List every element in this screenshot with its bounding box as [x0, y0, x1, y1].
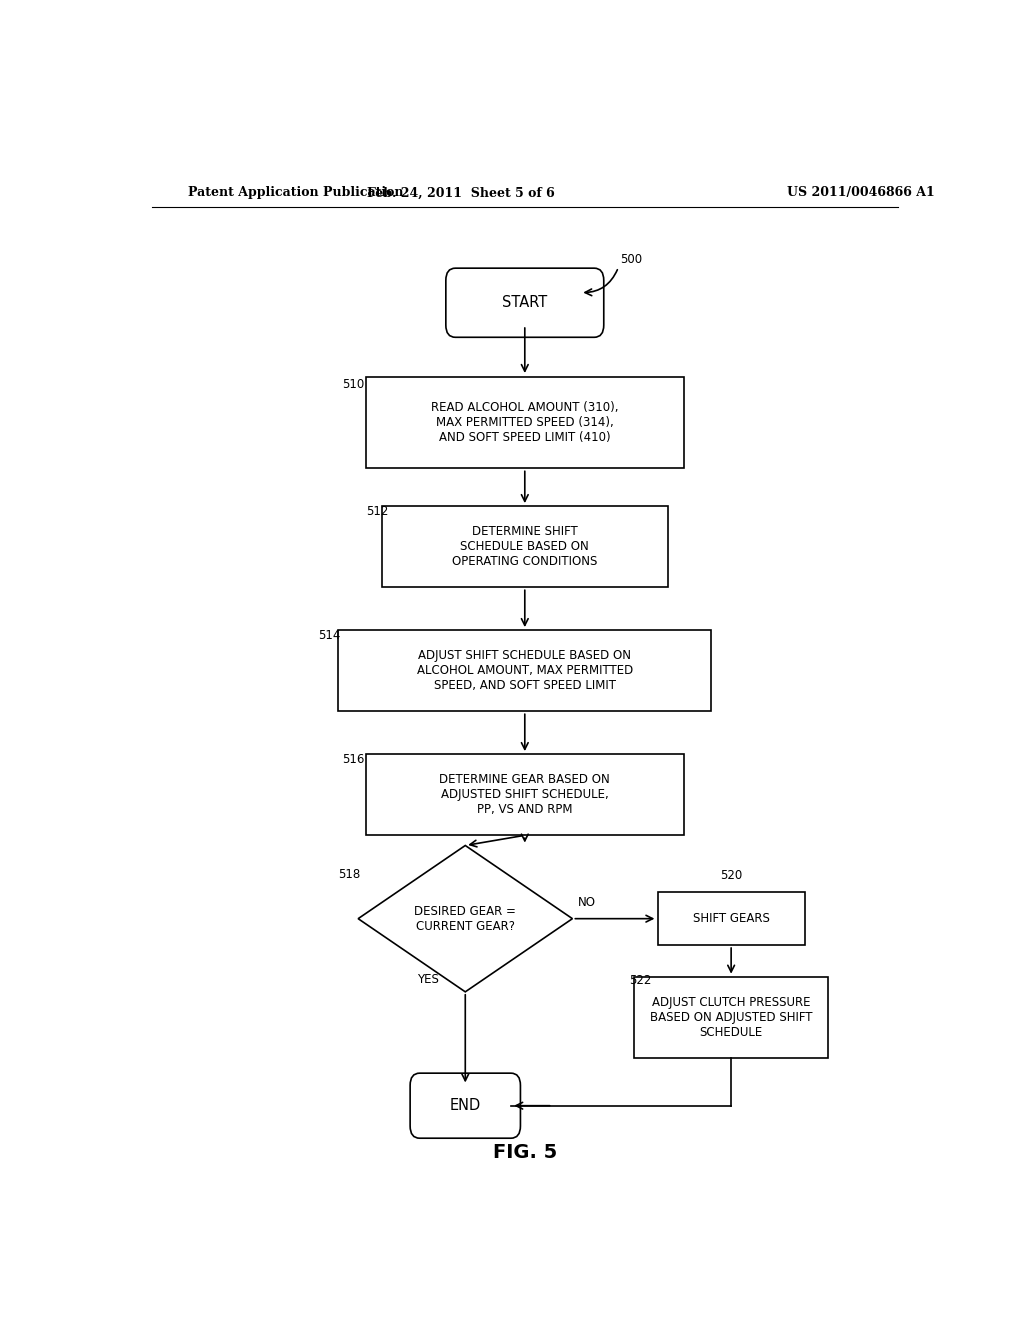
Bar	[367, 378, 684, 469]
Text: 516: 516	[342, 752, 365, 766]
Text: DESIRED GEAR =
CURRENT GEAR?: DESIRED GEAR = CURRENT GEAR?	[415, 904, 516, 933]
Text: Patent Application Publication: Patent Application Publication	[187, 186, 403, 199]
Text: DETERMINE GEAR BASED ON
ADJUSTED SHIFT SCHEDULE,
PP, VS AND RPM: DETERMINE GEAR BASED ON ADJUSTED SHIFT S…	[439, 774, 610, 816]
Text: 522: 522	[630, 974, 652, 987]
Text: 520: 520	[720, 870, 742, 883]
Text: 518: 518	[338, 869, 360, 882]
Bar	[382, 506, 668, 587]
Bar	[657, 892, 805, 945]
Text: SHIFT GEARS: SHIFT GEARS	[692, 912, 770, 925]
Text: NO: NO	[578, 895, 596, 908]
Text: READ ALCOHOL AMOUNT (310),
MAX PERMITTED SPEED (314),
AND SOFT SPEED LIMIT (410): READ ALCOHOL AMOUNT (310), MAX PERMITTED…	[431, 401, 618, 444]
Text: ADJUST SHIFT SCHEDULE BASED ON
ALCOHOL AMOUNT, MAX PERMITTED
SPEED, AND SOFT SPE: ADJUST SHIFT SCHEDULE BASED ON ALCOHOL A…	[417, 649, 633, 692]
Text: US 2011/0046866 A1: US 2011/0046866 A1	[786, 186, 935, 199]
Bar	[634, 977, 828, 1057]
Text: 500: 500	[620, 253, 642, 267]
Polygon shape	[358, 846, 572, 991]
FancyBboxPatch shape	[411, 1073, 520, 1138]
Text: 512: 512	[367, 504, 388, 517]
Text: FIG. 5: FIG. 5	[493, 1143, 557, 1162]
Text: 514: 514	[318, 628, 341, 642]
Text: Feb. 24, 2011  Sheet 5 of 6: Feb. 24, 2011 Sheet 5 of 6	[368, 186, 555, 199]
Text: END: END	[450, 1098, 481, 1113]
Text: DETERMINE SHIFT
SCHEDULE BASED ON
OPERATING CONDITIONS: DETERMINE SHIFT SCHEDULE BASED ON OPERAT…	[453, 525, 597, 568]
Bar	[367, 754, 684, 836]
Text: ADJUST CLUTCH PRESSURE
BASED ON ADJUSTED SHIFT
SCHEDULE: ADJUST CLUTCH PRESSURE BASED ON ADJUSTED…	[650, 995, 812, 1039]
Text: YES: YES	[417, 973, 439, 986]
Text: START: START	[502, 296, 548, 310]
Text: 510: 510	[342, 378, 365, 391]
Bar	[338, 630, 712, 711]
FancyBboxPatch shape	[445, 268, 604, 338]
